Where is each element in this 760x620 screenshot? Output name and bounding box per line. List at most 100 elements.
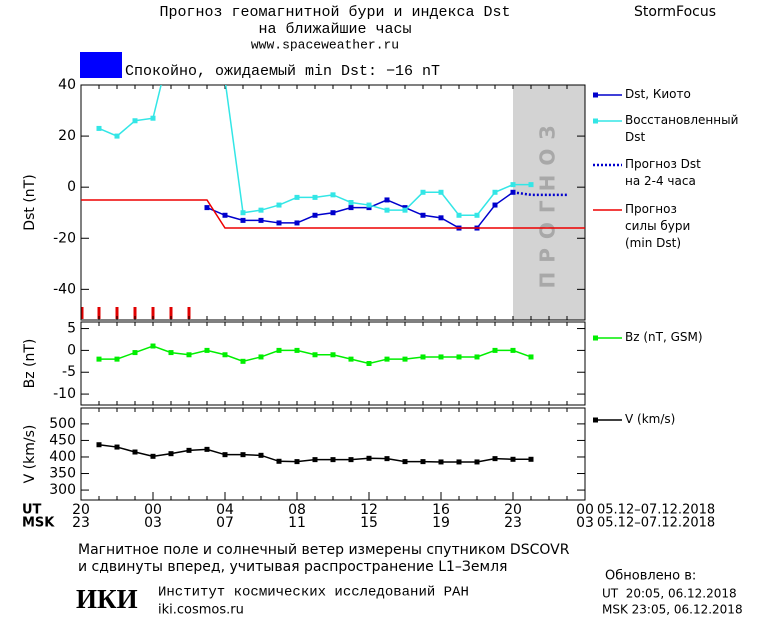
point: [168, 451, 174, 457]
point: [312, 212, 318, 218]
point: [366, 205, 372, 211]
x-tick-label: 19: [432, 515, 450, 531]
point: [330, 457, 336, 463]
y-axis-label: Dst (nT): [22, 174, 38, 230]
point: [312, 352, 318, 358]
point: [222, 452, 228, 458]
point: [456, 212, 462, 218]
point: [258, 452, 264, 458]
point: [420, 459, 426, 465]
legend-marker: [593, 335, 598, 341]
point: [420, 212, 426, 218]
point: [366, 202, 372, 208]
x-tick-label: 00: [576, 502, 594, 518]
point: [150, 115, 156, 121]
point: [276, 347, 282, 353]
plot-area: [96, 442, 534, 465]
forecast-label: ПРОГНОЗ: [536, 116, 560, 288]
forecast-region: [513, 85, 585, 320]
point: [510, 182, 516, 188]
title: Прогноз геомагнитной бури и индекса Dst: [159, 4, 510, 21]
point: [222, 352, 228, 358]
point: [258, 354, 264, 360]
legend-label: Прогноз Dst на 2-4 часа: [625, 157, 701, 188]
point: [150, 453, 156, 459]
point: [240, 210, 246, 216]
point: [258, 207, 264, 213]
point: [384, 456, 390, 462]
note: Магнитное поле и солнечный ветер измерен…: [78, 542, 570, 558]
point: [330, 192, 336, 198]
x-axis-label: MSK: [22, 516, 55, 531]
x-tick-label: 07: [216, 515, 234, 531]
point: [402, 459, 408, 465]
point: [132, 118, 138, 124]
point: [204, 205, 210, 211]
point: [186, 352, 192, 358]
plot-area: [96, 343, 534, 366]
x-tick-label: 03: [144, 515, 162, 531]
point: [456, 354, 462, 360]
legend-label: Bz (nT, GSM): [625, 330, 703, 344]
url: www.spaceweather.ru: [251, 37, 399, 52]
institute: Институт космических исследований РАН: [158, 584, 469, 601]
point: [312, 194, 318, 200]
legend-label: V (km/s): [625, 412, 676, 426]
point: [240, 217, 246, 223]
x-tick-label: 16: [432, 502, 450, 518]
legend-label: Dst, Киото: [625, 87, 691, 101]
point: [438, 215, 444, 221]
point: [348, 200, 354, 205]
series-line: [81, 199, 585, 229]
y-tick-label: 450: [49, 432, 76, 448]
point: [528, 182, 534, 188]
series-line: [98, 85, 531, 217]
point: [205, 44, 210, 49]
y-tick-label: 5: [67, 321, 76, 337]
point: [474, 354, 480, 360]
point: [384, 356, 390, 362]
updated: Обновлено в:: [605, 569, 696, 584]
point: [438, 354, 444, 360]
point: [420, 189, 426, 195]
series-line: [512, 191, 567, 197]
logo: ИКИ: [76, 584, 138, 614]
point: [474, 212, 480, 218]
point: [96, 442, 102, 448]
point: [366, 361, 372, 366]
point: [258, 217, 264, 223]
point: [240, 358, 246, 364]
point: [492, 456, 498, 462]
point: [384, 207, 390, 213]
date-range: 05.12–07.12.2018: [597, 503, 715, 518]
y-tick-label: 0: [67, 179, 76, 195]
point: [528, 456, 534, 462]
point: [348, 356, 354, 362]
point: [294, 194, 300, 200]
x-tick-label: 03: [576, 515, 594, 531]
legend-label: Восстановленный Dst: [625, 113, 739, 144]
point: [294, 347, 300, 353]
date-range: 05.12–07.12.2018: [597, 516, 715, 531]
point: [276, 458, 282, 464]
point: [330, 210, 336, 216]
legend-marker: [593, 92, 598, 98]
point: [474, 459, 480, 465]
point: [240, 452, 246, 458]
legend-label: Прогноз силы бури (min Dst): [625, 202, 691, 250]
x-tick-label: 08: [288, 502, 306, 518]
point: [330, 352, 336, 358]
point: [96, 356, 102, 362]
point: [276, 202, 282, 208]
point: [204, 347, 210, 353]
point: [132, 449, 138, 455]
point: [492, 347, 498, 353]
point: [492, 189, 498, 195]
point: [114, 356, 120, 362]
point: [168, 350, 174, 356]
point: [132, 350, 138, 356]
point: [294, 459, 300, 465]
updated-ut: UT 20:05, 06.12.2018: [602, 587, 737, 601]
